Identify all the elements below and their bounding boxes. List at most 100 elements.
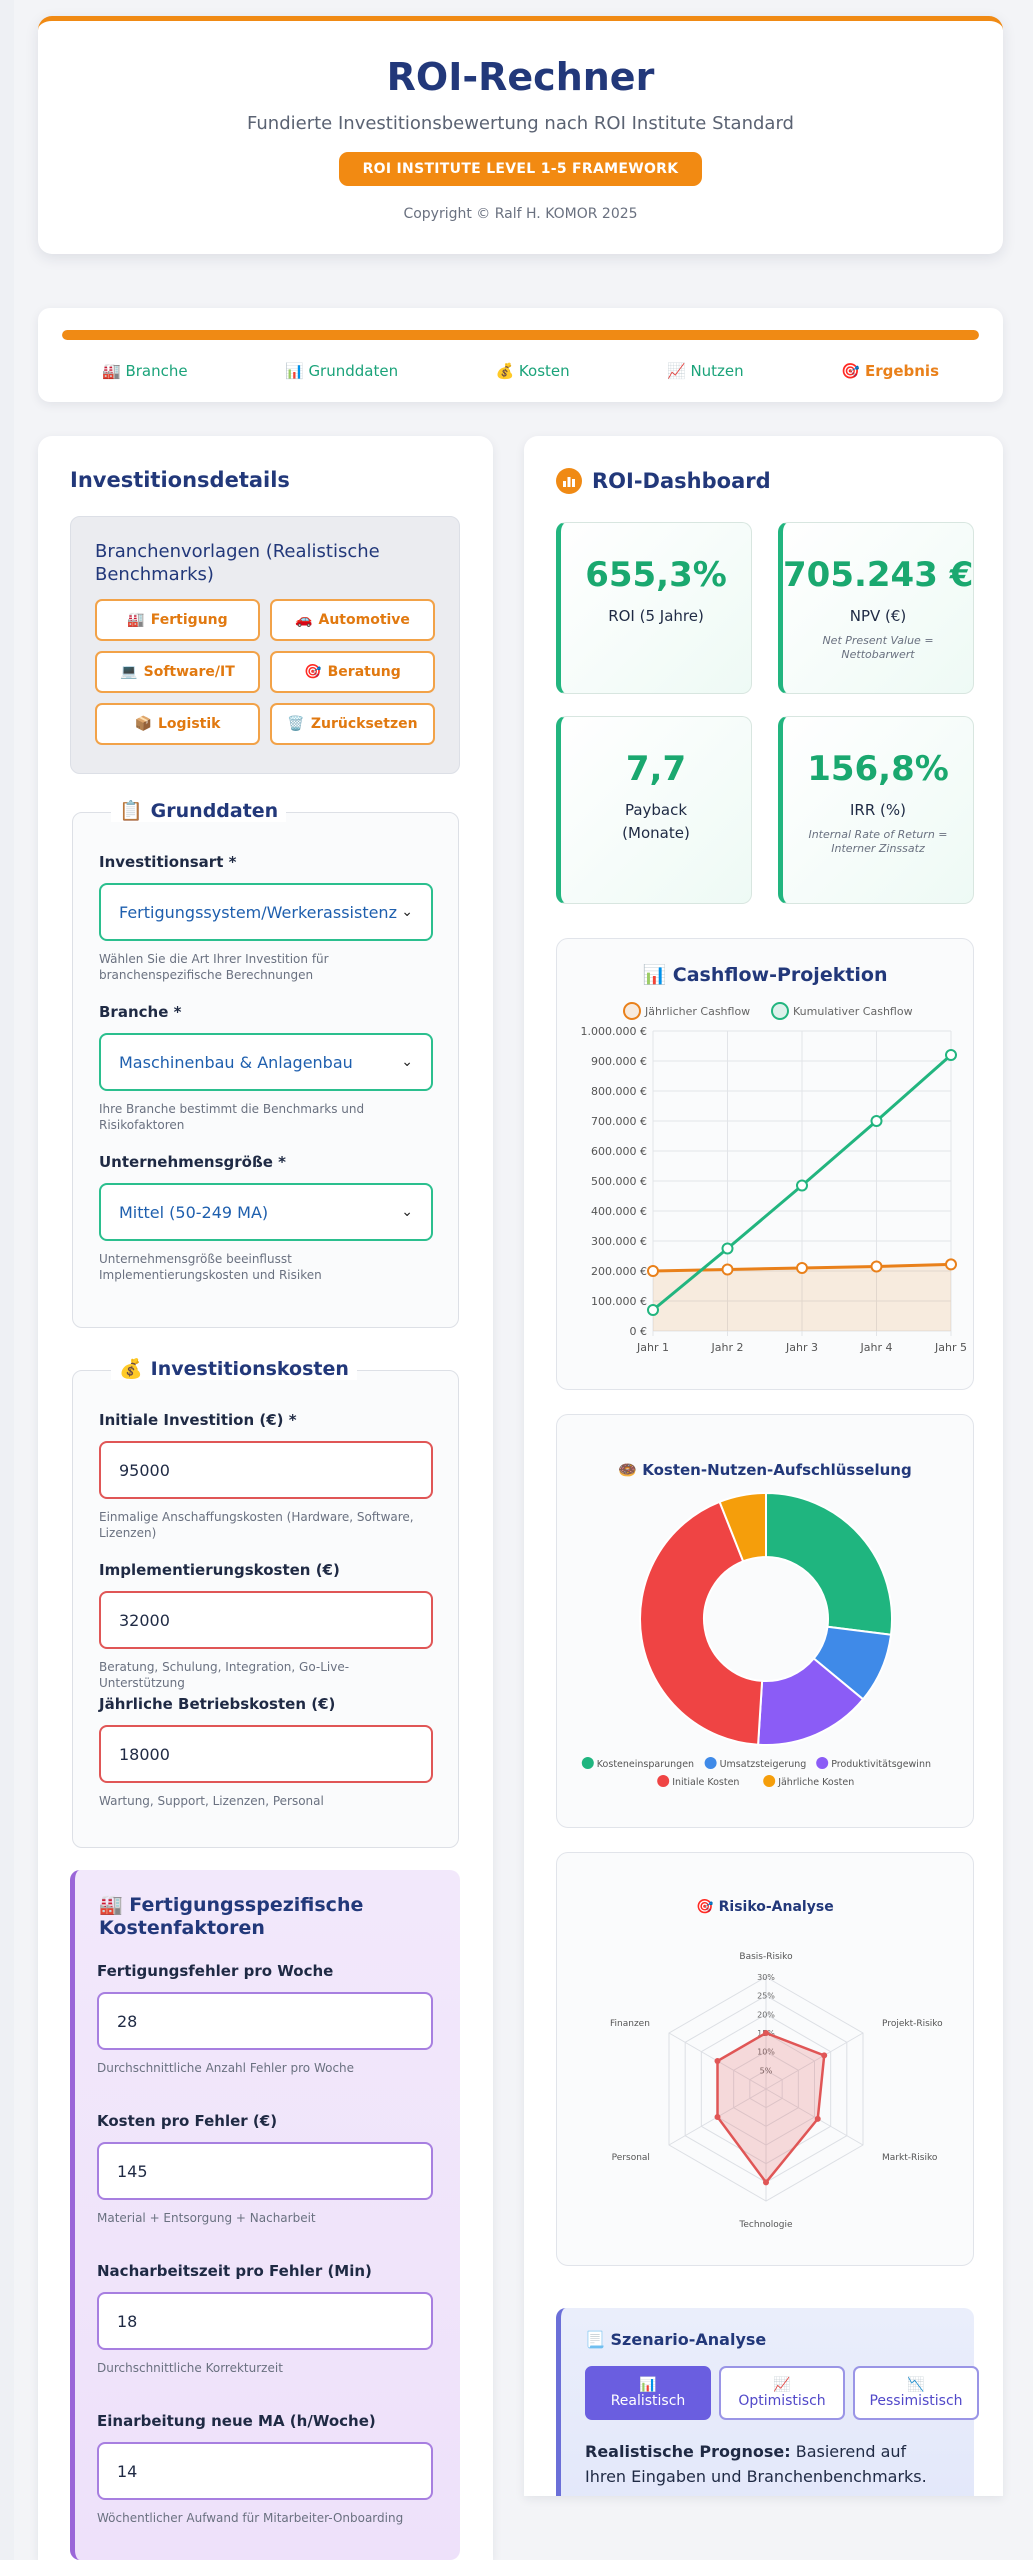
radar-axis-label: Finanzen — [610, 2019, 650, 2029]
step-nav: 🏭 Branche 📊 Grunddaten 💰 Kosten 📈 Nutzen… — [62, 356, 979, 386]
industry-hint: Ihre Branche bestimmt die Benchmarks und… — [99, 1102, 365, 1133]
factory-icon: 🏭 — [127, 612, 145, 628]
step-label: Nutzen — [690, 362, 744, 380]
select-value: Fertigungssystem/Werkerassistenz — [119, 902, 397, 922]
investment-details-panel: Investitionsdetails Branchenvorlagen (Re… — [38, 436, 493, 2560]
x-tick-label: Jahr 4 — [860, 1341, 893, 1354]
scenario-title-text: Szenario-Analyse — [610, 2330, 767, 2349]
money-bag-icon: 💰 — [119, 1358, 143, 1380]
chevron-down-icon: ⌄ — [401, 1204, 413, 1220]
template-fertigung-button[interactable]: 🏭 Fertigung — [95, 599, 260, 641]
defects-input[interactable]: 28 — [97, 1992, 433, 2050]
investment-type-select[interactable]: Fertigungssystem/Werkerassistenz ⌄ — [99, 883, 433, 941]
grunddaten-fieldset: 📋 Grunddaten Investitionsart * Fertigungs… — [72, 799, 459, 1328]
radar-point — [714, 2058, 721, 2064]
y-tick-label: 0 € — [630, 1325, 648, 1338]
operating-cost-input[interactable]: 18000 — [99, 1725, 433, 1783]
cost-benefit-chart: Kosteneinsparungen Umsatzsteigerung Produk… — [581, 1491, 931, 1788]
data-point — [945, 1258, 957, 1271]
kpi-value: 705.243 € — [783, 555, 974, 595]
company-size-select[interactable]: Mittel (50-249 MA) ⌄ — [99, 1183, 433, 1241]
company-size-label: Unternehmensgröße * — [99, 1153, 287, 1171]
rework-time-input[interactable]: 18 — [97, 2292, 433, 2350]
data-point — [870, 1260, 883, 1273]
step-nutzen[interactable]: 📈 Nutzen — [627, 356, 784, 386]
chart-title-text: Kosten-Nutzen-Aufschlüsselung — [642, 1461, 912, 1479]
data-point — [647, 1304, 659, 1316]
dashboard-title: ROI-Dashboard — [556, 468, 771, 494]
radar-tick-label: 30% — [757, 1973, 775, 1982]
scenario-text: Basierend auf Ihren Eingaben und Branche… — [585, 2442, 927, 2486]
trend-up-icon: 📈 — [666, 362, 686, 380]
scenario-analysis: 📃 Szenario-Analyse 📊 Realistisch 📈 Optimis… — [556, 2308, 979, 2496]
scenario-optimistic-button[interactable]: 📈 Optimistisch — [719, 2366, 845, 2420]
onboarding-input[interactable]: 14 — [97, 2442, 433, 2500]
x-tick-label: Jahr 1 — [636, 1341, 669, 1354]
y-tick-label: 500.000 € — [591, 1175, 647, 1188]
kpi-label: NPV (€) — [849, 607, 907, 625]
step-label: Branche — [125, 362, 188, 380]
templates-title: Branchenvorlagen (Realistische Benchmark… — [95, 541, 380, 585]
y-tick-label: 1.000.000 € — [581, 1025, 647, 1038]
legend-label: Produktivitätsgewinn — [831, 1759, 931, 1770]
radar-tick-label: 25% — [757, 1992, 775, 2001]
template-logistik-button[interactable]: 📦 Logistik — [95, 703, 260, 745]
cost-per-defect-input[interactable]: 145 — [97, 2142, 433, 2200]
progress-fill — [62, 330, 979, 340]
legend-label: Umsatzsteigerung — [720, 1759, 807, 1770]
step-grunddaten[interactable]: 📊 Grunddaten — [245, 356, 438, 386]
template-software-button[interactable]: 💻 Software/IT — [95, 651, 260, 693]
dashboard-icon — [556, 468, 582, 494]
operating-cost-label: Jährliche Betriebskosten (€) — [99, 1695, 336, 1713]
legend-marker — [657, 1775, 670, 1787]
button-label: Pessimistisch — [869, 2393, 963, 2409]
template-automotive-button[interactable]: 🚗 Automotive — [270, 599, 435, 641]
y-tick-label: 800.000 € — [591, 1085, 647, 1098]
defects-label: Fertigungsfehler pro Woche — [97, 1962, 334, 1980]
radar-tick-label: 5% — [760, 2066, 773, 2075]
trend-up-icon: 📈 — [773, 2377, 791, 2393]
x-tick-label: Jahr 5 — [934, 1341, 967, 1354]
factory-icon: 🏭 — [102, 362, 121, 380]
scenario-realistic-button[interactable]: 📊 Realistisch — [585, 2366, 711, 2420]
button-label: Zurücksetzen — [310, 716, 418, 732]
button-label: Realistisch — [610, 2393, 686, 2409]
template-beratung-button[interactable]: 🎯 Beratung — [270, 651, 435, 693]
investment-type-label: Investitionsart * — [99, 853, 237, 871]
manufacturing-title: 🏭 Fertigungsspezifische Kostenfaktoren — [99, 1894, 429, 1940]
implementation-cost-input[interactable]: 32000 — [99, 1591, 433, 1649]
framework-badge: ROI INSTITUTE LEVEL 1-5 FRAMEWORK — [338, 152, 703, 186]
scenario-pessimistic-button[interactable]: 📉 Pessimistisch — [853, 2366, 979, 2420]
initial-investment-hint: Einmalige Anschaffungskosten (Hardware, … — [99, 1510, 414, 1541]
y-tick-label: 300.000 € — [591, 1235, 647, 1248]
money-bag-icon: 💰 — [495, 362, 515, 380]
rework-time-hint: Durchschnittliche Korrekturzeit — [97, 2361, 283, 2375]
industry-select[interactable]: Maschinenbau & Anlagenbau ⌄ — [99, 1033, 433, 1091]
step-branche[interactable]: 🏭 Branche — [62, 356, 228, 386]
progress-bar — [62, 330, 979, 340]
target-icon: 🎯 — [696, 1899, 714, 1915]
defects-hint: Durchschnittliche Anzahl Fehler pro Woch… — [97, 2061, 355, 2075]
legend-marker — [581, 1757, 594, 1769]
radar-tick-label: 10% — [757, 2048, 775, 2057]
kpi-npv: 705.243 € NPV (€) Net Present Value = Ne… — [778, 522, 974, 694]
industry-label: Branche * — [99, 1003, 182, 1021]
step-kosten[interactable]: 💰 Kosten — [455, 356, 609, 386]
radar-tick-label: 20% — [757, 2010, 775, 2019]
reset-button[interactable]: 🗑️ Zurücksetzen — [270, 703, 435, 745]
chevron-down-icon: ⌄ — [401, 904, 413, 920]
donut-slice — [765, 1491, 893, 1636]
section-title: Investitionsdetails — [70, 468, 290, 492]
initial-investment-input[interactable]: 95000 — [99, 1441, 433, 1499]
kpi-value: 156,8% — [807, 749, 949, 789]
data-point — [721, 1242, 734, 1255]
legend-marker — [763, 1775, 776, 1787]
legend-label: Jährlicher Cashflow — [644, 1005, 750, 1018]
radar-axis-label: Technologie — [738, 2220, 793, 2230]
legend-label: Jährliche Kosten — [777, 1777, 854, 1788]
step-label: Kosten — [518, 362, 570, 380]
header-card: ROI-Rechner Fundierte Investitionsbewert… — [38, 16, 1003, 254]
memo-icon: 📃 — [585, 2330, 605, 2349]
cost-benefit-chart-title: 🍩 Kosten-Nutzen-Aufschlüsselung — [557, 1461, 973, 1479]
step-ergebnis[interactable]: 🎯 Ergebnis — [801, 356, 979, 386]
